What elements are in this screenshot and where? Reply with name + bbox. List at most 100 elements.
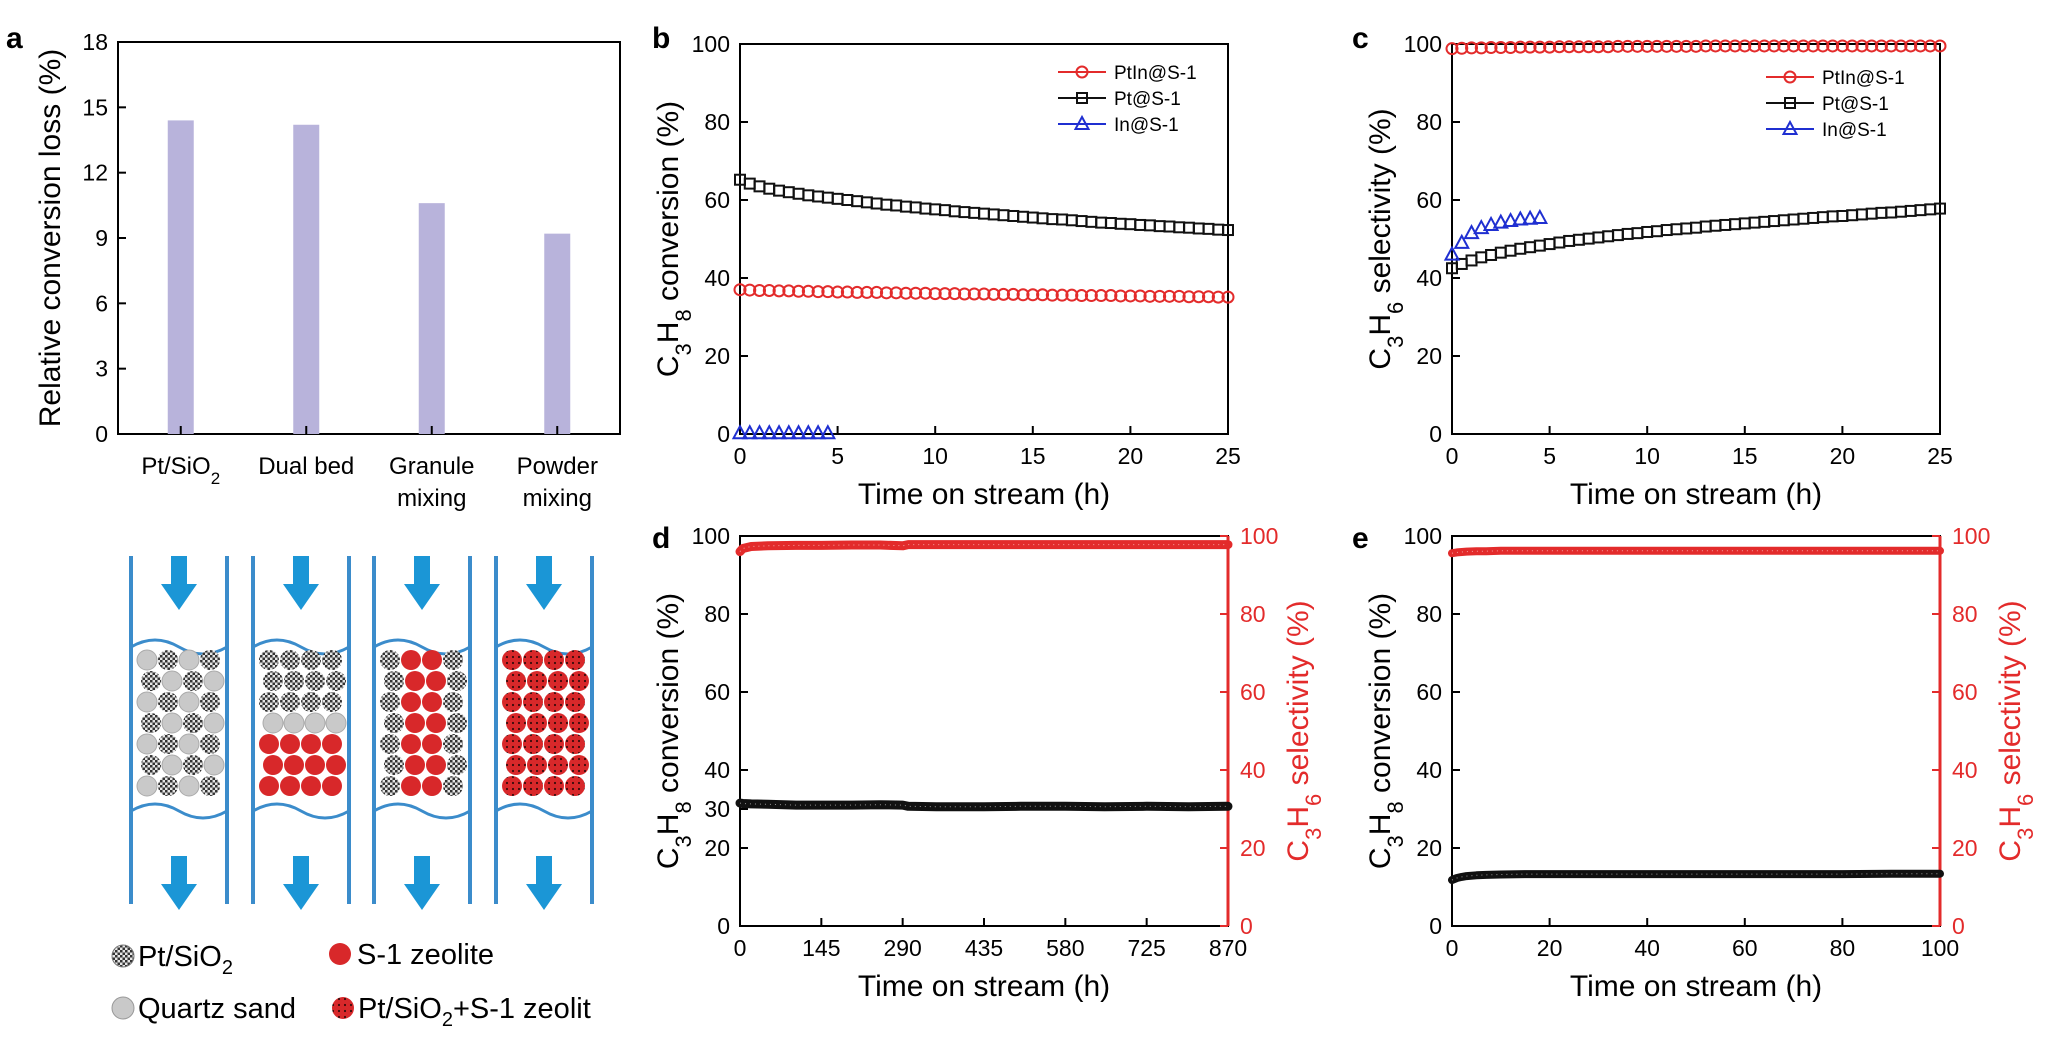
bed-particle <box>259 650 279 670</box>
data-point <box>899 286 913 300</box>
bed-particle <box>544 776 564 796</box>
series-band <box>735 798 1233 812</box>
panel-letter-b: b <box>652 22 670 55</box>
bed-particle <box>544 692 564 712</box>
series-band <box>1448 869 1944 884</box>
bed-particle <box>301 650 321 670</box>
data-point <box>1611 39 1625 53</box>
bed-particle <box>136 733 158 755</box>
bed-particle <box>200 692 220 712</box>
x-tick-label: 15 <box>1020 443 1046 469</box>
data-point <box>1026 211 1039 224</box>
data-point <box>831 192 844 205</box>
y-right-tick-label: 20 <box>1952 835 1978 861</box>
x-tick-label: 20 <box>1537 935 1563 961</box>
series-1 <box>735 540 1233 557</box>
data-point <box>1492 213 1509 229</box>
x-tick-label: 20 <box>1830 443 1856 469</box>
data-point <box>958 206 971 219</box>
x-tick-label: 145 <box>802 935 840 961</box>
data-point <box>1621 39 1635 53</box>
y-tick-label: 60 <box>704 187 730 213</box>
data-point <box>1512 210 1529 226</box>
data-point <box>1133 289 1147 303</box>
bed-particle <box>565 734 585 754</box>
bed-particle <box>301 692 321 712</box>
x-tick-label: 725 <box>1127 935 1165 961</box>
data-point <box>1768 215 1781 228</box>
data-point <box>1787 213 1800 226</box>
data-point <box>899 200 912 213</box>
data-point <box>1502 211 1519 228</box>
data-point <box>731 424 749 440</box>
bed-particle <box>422 776 442 796</box>
bed-particle <box>304 712 326 734</box>
quartz-wool-line <box>495 802 593 820</box>
y-tick-label: 0 <box>1429 421 1442 447</box>
bed-particle <box>523 650 543 670</box>
data-point <box>1816 39 1830 53</box>
y-axis-title: Relative conversion loss (%) <box>34 49 67 427</box>
bed-particle <box>548 713 568 733</box>
data-point <box>1689 39 1703 53</box>
bed-particle <box>569 755 589 775</box>
bed-particle <box>325 712 347 734</box>
label-part: selectivity (%) <box>1994 600 2027 793</box>
series-band <box>735 540 1233 557</box>
data-point <box>1036 212 1049 225</box>
label-part: C <box>652 355 685 377</box>
label-part: H <box>1364 814 1397 836</box>
data-point <box>1114 217 1127 230</box>
bed-particle <box>178 691 200 713</box>
bed-particle <box>384 755 404 775</box>
bed-particle <box>158 734 178 754</box>
series-1 <box>1446 202 1946 275</box>
category-label: Pt/SiO2 <box>141 453 220 488</box>
bed-particle <box>422 734 442 754</box>
label-part: C <box>1994 840 2027 862</box>
bed-particle <box>380 734 400 754</box>
data-point <box>1582 40 1596 54</box>
bed-particle <box>284 671 304 691</box>
y-axis-title: C3H8 conversion (%) <box>652 101 696 377</box>
x-axis-title: Time on stream (h) <box>1570 478 1822 511</box>
y-right-tick-label: 80 <box>1240 601 1266 627</box>
data-point <box>1562 40 1576 54</box>
data-point <box>1134 218 1147 231</box>
y-tick-label: 6 <box>95 290 108 316</box>
legend-label: In@S-1 <box>1822 120 1887 141</box>
data-point <box>1572 40 1586 54</box>
bed-particle <box>301 734 321 754</box>
data-point <box>1124 218 1137 231</box>
y-tick-label: 80 <box>704 109 730 135</box>
quartz-wool-line <box>252 802 350 820</box>
data-point <box>1045 288 1059 302</box>
series-2 <box>1443 208 1549 261</box>
bed-particle <box>447 671 467 691</box>
data-point <box>1182 221 1195 234</box>
x-tick-label: 580 <box>1046 935 1084 961</box>
label-part: 3 <box>671 343 696 355</box>
bed-particle <box>161 712 183 734</box>
y-tick-label: 80 <box>1416 601 1442 627</box>
x-tick-label: 0 <box>734 443 747 469</box>
data-point <box>1748 39 1762 53</box>
data-point <box>1211 290 1225 304</box>
data-point <box>1679 39 1693 53</box>
data-point <box>1904 204 1917 217</box>
bed-particle <box>380 692 400 712</box>
data-point <box>1631 227 1644 240</box>
data-point <box>1855 39 1869 53</box>
data-point <box>1796 39 1810 53</box>
y-tick-label: 0 <box>717 913 730 939</box>
x-tick-label: 0 <box>734 935 747 961</box>
label-part: 3 <box>1383 336 1408 348</box>
x-tick-label: 10 <box>1634 443 1660 469</box>
label-part: conversion (%) <box>652 101 685 309</box>
label-part: H <box>652 322 685 344</box>
x-tick-label: 15 <box>1732 443 1758 469</box>
data-point <box>1826 210 1839 223</box>
data-point <box>978 207 990 220</box>
bar <box>418 203 445 434</box>
